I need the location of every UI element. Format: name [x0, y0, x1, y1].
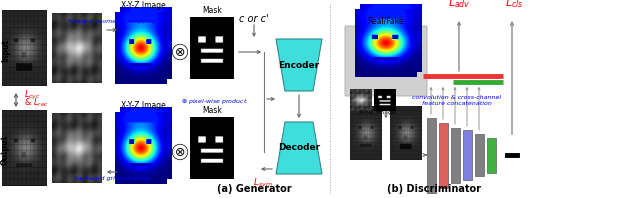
Text: & $L_{rec}$: & $L_{rec}$ — [24, 97, 49, 109]
Text: $\otimes$ pixel-wise product: $\otimes$ pixel-wise product — [181, 96, 248, 106]
Text: Mask: Mask — [202, 106, 222, 115]
Text: Output: Output — [1, 135, 10, 165]
Text: forward geometric mapping: forward geometric mapping — [68, 19, 156, 24]
Bar — [438, 123, 447, 188]
Text: Real/Fake: Real/Fake — [368, 17, 404, 26]
Text: $L_{cyc}$: $L_{cyc}$ — [24, 89, 40, 102]
Bar — [451, 128, 460, 183]
Text: X-Y-Z Image: X-Y-Z Image — [358, 110, 396, 115]
Bar — [426, 117, 435, 192]
Text: X-Y-Z Image: X-Y-Z Image — [121, 1, 166, 10]
Text: (b) Discriminator: (b) Discriminator — [387, 184, 481, 194]
Text: Mask: Mask — [202, 6, 222, 15]
Text: $L_{sym}$: $L_{sym}$ — [253, 177, 273, 190]
Polygon shape — [276, 122, 322, 174]
FancyBboxPatch shape — [345, 26, 427, 96]
Bar — [474, 134, 483, 176]
Text: $\otimes$: $\otimes$ — [174, 46, 186, 58]
Text: Input: Input — [1, 38, 10, 62]
Polygon shape — [276, 39, 322, 91]
Text: Decoder: Decoder — [278, 144, 320, 152]
Text: (a) Generator: (a) Generator — [217, 184, 292, 194]
Text: Encoder: Encoder — [278, 61, 319, 69]
Text: $L_{cls}$: $L_{cls}$ — [505, 0, 524, 10]
Text: X-Y-Z Image: X-Y-Z Image — [121, 101, 166, 110]
Text: $\otimes$: $\otimes$ — [174, 146, 186, 159]
Text: convolution & cross-channel
feature concatenation: convolution & cross-channel feature conc… — [412, 95, 502, 106]
Bar — [463, 130, 472, 180]
Text: backward grid sampling: backward grid sampling — [74, 176, 150, 181]
Text: $L_{adv}$: $L_{adv}$ — [448, 0, 470, 10]
Bar — [486, 137, 495, 172]
Text: c or c': c or c' — [239, 14, 269, 24]
